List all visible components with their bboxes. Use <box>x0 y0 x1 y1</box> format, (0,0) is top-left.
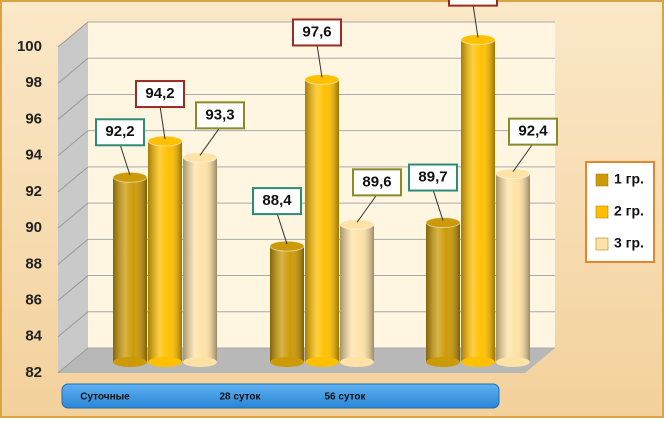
y-tick-label: 90 <box>25 219 42 236</box>
legend-label: 2 гр. <box>614 203 644 219</box>
bar-shade <box>426 222 460 362</box>
bar-top <box>112 171 148 183</box>
y-tick-label: 94 <box>25 147 42 164</box>
data-label: 93,3 <box>205 106 234 123</box>
y-tick-label: 86 <box>25 292 42 309</box>
y-tick-label: 96 <box>25 110 42 127</box>
data-label: 97,6 <box>302 23 331 40</box>
bar-top <box>269 240 305 252</box>
category-band <box>61 383 500 409</box>
label-box <box>135 80 185 109</box>
label-leader <box>119 144 131 176</box>
bar-top <box>495 168 531 180</box>
grid-line <box>57 347 89 374</box>
bar-base <box>148 357 182 367</box>
data-label: 92,4 <box>518 123 548 140</box>
label-box <box>448 0 498 7</box>
label-leader <box>199 127 221 156</box>
label-leader <box>472 4 479 38</box>
grid-line <box>57 238 89 265</box>
label-leader <box>356 194 378 223</box>
bar-shade <box>340 224 374 362</box>
label-box <box>95 118 145 147</box>
bar-base <box>305 357 339 367</box>
legend-swatch <box>595 205 609 219</box>
label-box <box>408 163 458 192</box>
bar-base <box>113 357 147 367</box>
legend-label: 3 гр. <box>614 235 644 251</box>
data-label: 88,4 <box>262 192 292 209</box>
label-leader <box>512 143 534 172</box>
grid-line <box>57 94 89 120</box>
y-tick-label: 84 <box>25 328 42 345</box>
label-box <box>508 117 558 146</box>
bar-top <box>182 151 218 163</box>
bar-base <box>183 357 217 367</box>
legend-swatch <box>595 237 609 251</box>
data-label: 89,7 <box>418 169 447 186</box>
grid-line <box>57 275 89 301</box>
side-wall <box>58 22 88 373</box>
x-tick-label: Суточные <box>80 392 130 403</box>
label-box <box>292 18 342 47</box>
legend-swatch <box>595 173 609 187</box>
data-label: 89,6 <box>362 173 391 190</box>
x-tick-label: 28 суток <box>219 392 261 403</box>
bar-base <box>270 357 304 367</box>
bar-base <box>461 357 495 367</box>
bar-base <box>426 357 460 367</box>
grid-line <box>57 311 89 338</box>
label-leader <box>159 105 166 140</box>
data-label: 92,2 <box>105 123 134 140</box>
bar-base <box>340 357 374 367</box>
y-tick-label: 92 <box>25 183 42 200</box>
y-tick-label: 98 <box>25 74 42 91</box>
bar-shade <box>270 246 304 362</box>
grid-line <box>57 130 89 157</box>
bar-shade <box>113 177 147 362</box>
grid-line <box>57 166 89 193</box>
y-tick-label: 82 <box>25 364 42 381</box>
legend-label: 1 гр. <box>614 171 644 187</box>
label-box <box>352 168 402 197</box>
grid-line <box>57 57 89 84</box>
bar-top <box>339 218 375 230</box>
bar-shade <box>496 173 530 362</box>
label-box <box>252 187 302 216</box>
label-box <box>195 101 245 130</box>
data-label: 94,2 <box>145 85 174 102</box>
bar-base <box>496 357 530 367</box>
bar-shade <box>305 79 339 362</box>
data-label: 99,8 <box>458 0 487 1</box>
label-leader <box>432 189 444 221</box>
y-tick-label: 88 <box>25 255 42 272</box>
bar-shade <box>461 39 495 362</box>
label-leader <box>316 44 323 78</box>
grid-line <box>57 202 89 229</box>
label-leader <box>276 212 288 245</box>
y-tick-label: 100 <box>17 38 42 55</box>
grid-line <box>57 21 89 48</box>
bar-shade <box>148 141 182 362</box>
bar-top <box>425 217 461 229</box>
x-tick-label: 56 суток <box>324 392 366 403</box>
bar-shade <box>183 157 217 362</box>
